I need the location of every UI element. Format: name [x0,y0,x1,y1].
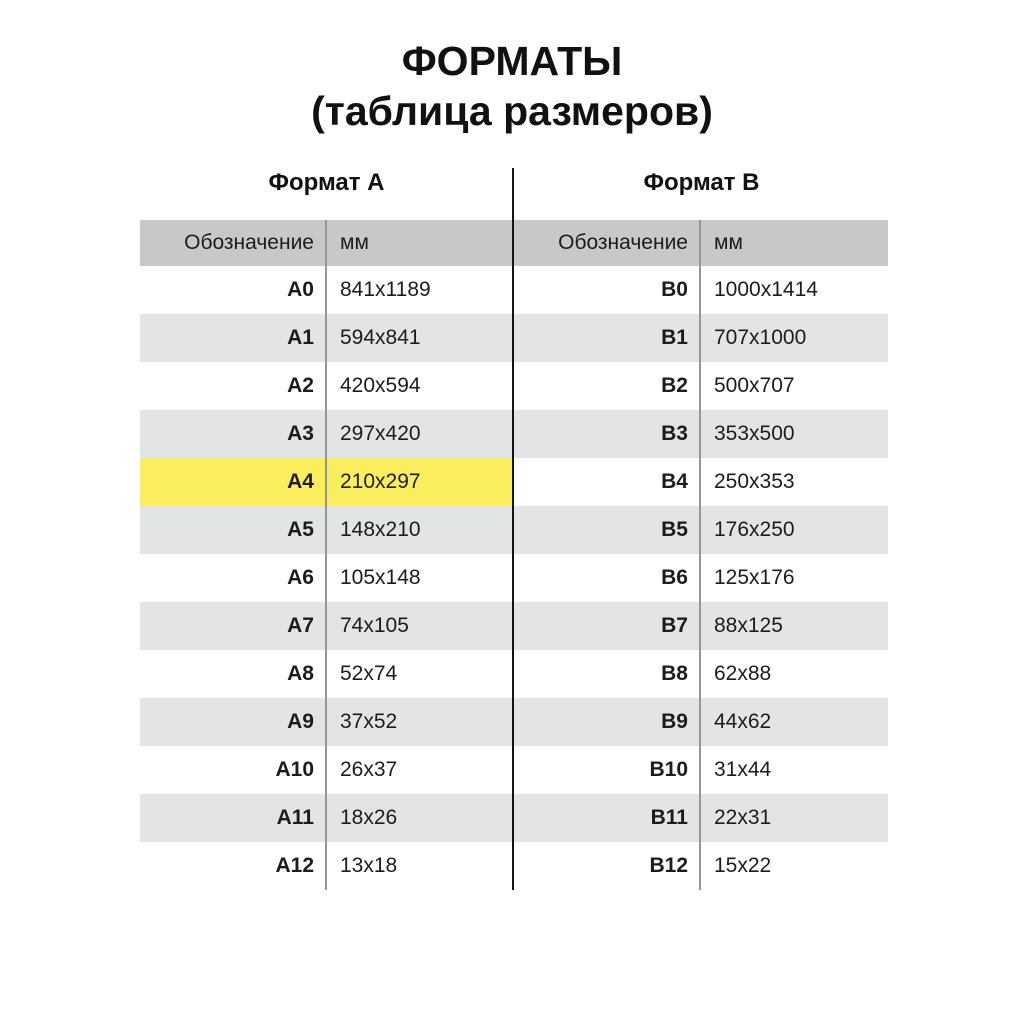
size-mm-cell: 353x500 [714,422,795,445]
format-designation-cell: A0 [140,266,327,314]
table-row: B9 44x62 [514,698,888,746]
format-designation-cell: A8 [140,650,327,698]
table-row: A10 26x37 [140,746,514,794]
table-row: A2 420x594 [140,362,514,410]
size-mm-cell: 44x62 [714,710,772,733]
format-designation-cell: A11 [140,794,327,842]
format-designation-cell: B8 [514,650,701,698]
size-mm-cell: 125x176 [714,566,795,589]
size-mm-cell: 26x37 [340,758,398,781]
size-mm-cell: 594x841 [340,326,421,349]
size-mm-cell: 176x250 [714,518,795,541]
table-row: B2 500x707 [514,362,888,410]
format-designation-cell: B1 [514,314,701,362]
format-designation-cell: A12 [140,842,327,890]
size-mm-cell: 31x44 [714,758,772,781]
page-title-line1: ФОРМАТЫ [401,38,623,84]
size-mm-cell: 841x1189 [340,278,431,301]
table-row: A5 148x210 [140,506,514,554]
header-row: Обозначение мм [140,220,514,266]
format-designation-cell: B2 [514,362,701,410]
size-mm-cell: 62x88 [714,662,772,685]
format-designation-cell: A6 [140,554,327,602]
format-designation-cell: B10 [514,746,701,794]
format-designation-cell: B4 [514,458,701,506]
size-mm-cell: 420x594 [340,374,421,397]
designation-header: Обозначение [140,220,327,266]
size-mm-cell: 148x210 [340,518,421,541]
size-mm-cell: 18x26 [340,806,398,829]
format-designation-cell: A1 [140,314,327,362]
mm-header: мм [714,231,743,254]
table-row: B4 250x353 [514,458,888,506]
format-designation-cell: B9 [514,698,701,746]
table-format-a: Обозначение мм A0 841x1189 A1 594x841 A2… [140,220,514,890]
table-row: B10 31x44 [514,746,888,794]
size-mm-cell: 297x420 [340,422,421,445]
format-designation-cell: A4 [140,458,327,506]
format-designation-cell: B6 [514,554,701,602]
table-format-b: Обозначение мм B0 1000x1414 B1 707x1000 … [514,220,888,890]
designation-header: Обозначение [514,220,701,266]
mm-header: мм [340,231,369,254]
table-row: A9 37x52 [140,698,514,746]
format-designation-cell: B12 [514,842,701,890]
table-row: A7 74x105 [140,602,514,650]
table-row: B11 22x31 [514,794,888,842]
table-row: A11 18x26 [140,794,514,842]
table-row: B1 707x1000 [514,314,888,362]
format-designation-cell: A2 [140,362,327,410]
size-mm-cell: 52x74 [340,662,398,685]
size-mm-cell: 500x707 [714,374,795,397]
size-mm-cell: 22x31 [714,806,772,829]
size-mm-cell: 707x1000 [714,326,807,349]
size-mm-cell: 210x297 [340,470,421,493]
format-designation-cell: B3 [514,410,701,458]
format-designation-cell: B0 [514,266,701,314]
table-row: B7 88x125 [514,602,888,650]
format-designation-cell: A9 [140,698,327,746]
page-title-line2: (таблица размеров) [311,88,713,135]
format-designation-cell: B7 [514,602,701,650]
size-mm-cell: 88x125 [714,614,783,637]
size-mm-cell: 1000x1414 [714,278,818,301]
size-mm-cell: 15x22 [714,854,772,877]
table-row: B3 353x500 [514,410,888,458]
table-row: A12 13x18 [140,842,514,890]
size-mm-cell: 105x148 [340,566,421,589]
format-designation-cell: B11 [514,794,701,842]
size-mm-cell: 13x18 [340,854,398,877]
size-mm-cell: 250x353 [714,470,795,493]
format-a-title: Формат А [268,169,385,196]
table-row: A6 105x148 [140,554,514,602]
format-designation-cell: A7 [140,602,327,650]
format-designation-cell: A5 [140,506,327,554]
page-title: ФОРМАТЫ (таблица размеров) [0,36,1024,136]
table-row: B8 62x88 [514,650,888,698]
table-center-divider [512,168,514,890]
header-row: Обозначение мм [514,220,888,266]
format-designation-cell: A3 [140,410,327,458]
table-row-highlighted-a4: A4 210x297 [140,458,514,506]
format-designation-cell: A10 [140,746,327,794]
table-row: B5 176x250 [514,506,888,554]
size-table: Обозначение мм A0 841x1189 A1 594x841 A2… [140,220,888,890]
table-row: A0 841x1189 [140,266,514,314]
format-b-title: Формат В [643,169,760,196]
size-mm-cell: 74x105 [340,614,409,637]
format-designation-cell: B5 [514,506,701,554]
table-row: B0 1000x1414 [514,266,888,314]
table-row: B12 15x22 [514,842,888,890]
table-row: A1 594x841 [140,314,514,362]
table-row: A8 52x74 [140,650,514,698]
size-mm-cell: 37x52 [340,710,398,733]
table-row: B6 125x176 [514,554,888,602]
table-row: A3 297x420 [140,410,514,458]
